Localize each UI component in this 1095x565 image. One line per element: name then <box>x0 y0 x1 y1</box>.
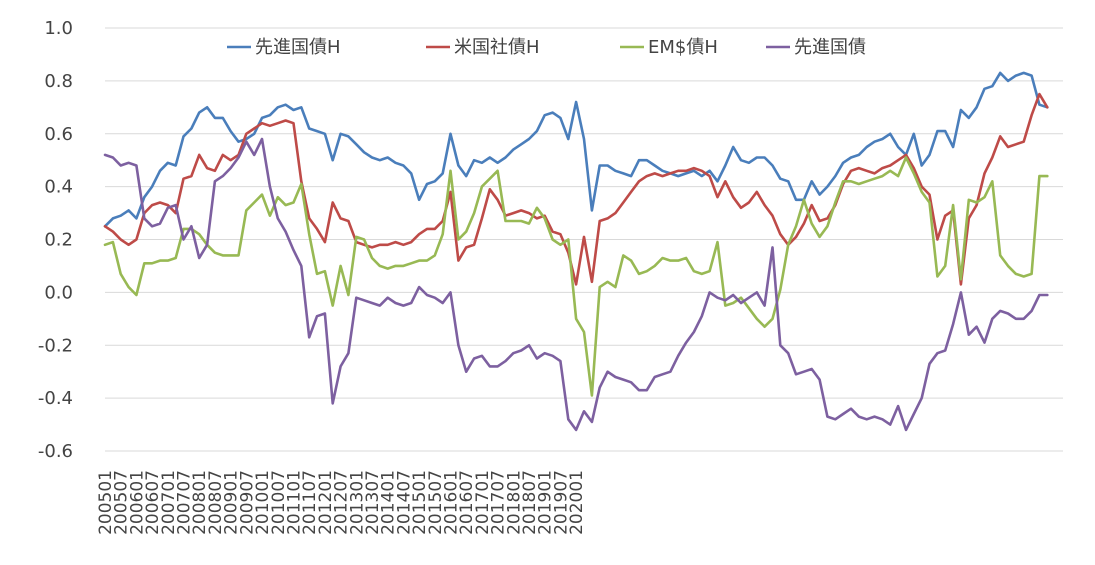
y-tick-label: 0.8 <box>44 71 73 92</box>
x-tick-label: 201701 <box>473 470 493 535</box>
y-tick-label: -0.6 <box>38 441 73 462</box>
legend-label-2: 米国社債H <box>454 37 540 58</box>
x-tick-label: 200801 <box>190 470 210 535</box>
x-tick-label: 201107 <box>300 470 320 535</box>
y-tick-label: 0.2 <box>44 230 73 251</box>
x-tick-label: 201407 <box>394 470 414 535</box>
x-tick-label: 200507 <box>112 470 132 535</box>
x-tick-label: 200707 <box>175 470 195 535</box>
y-tick-label: -0.2 <box>38 335 73 356</box>
x-tick-label: 201501 <box>410 470 430 535</box>
x-tick-label: 201801 <box>504 470 524 535</box>
x-tick-label: 202001 <box>567 470 587 535</box>
x-tick-label: 201707 <box>489 470 509 535</box>
x-tick-label: 200901 <box>222 470 242 535</box>
x-tick-label: 201307 <box>363 470 383 535</box>
x-tick-label: 201507 <box>426 470 446 535</box>
y-axis-tick-labels: -0.6 -0.4 -0.2 0.0 0.2 0.4 0.6 0.8 1.0 <box>38 18 73 462</box>
x-tick-label: 201601 <box>442 470 462 535</box>
legend: 先進国債H 米国社債H EM$債H 先進国債 <box>227 37 866 58</box>
x-tick-label: 200601 <box>127 470 147 535</box>
y-tick-label: 0.6 <box>44 124 73 145</box>
x-tick-label: 201007 <box>269 470 289 535</box>
x-tick-label: 201301 <box>347 470 367 535</box>
x-tick-label: 200701 <box>159 470 179 535</box>
x-tick-label: 201807 <box>520 470 540 535</box>
x-tick-label: 201101 <box>284 470 304 535</box>
x-tick-label: 200501 <box>96 470 116 535</box>
legend-label-1: 先進国債H <box>255 37 341 58</box>
x-tick-label: 201907 <box>551 470 571 535</box>
x-tick-label: 201401 <box>379 470 399 535</box>
x-tick-label: 200907 <box>237 470 257 535</box>
series-line-2 <box>103 92 1049 286</box>
y-tick-label: 1.0 <box>44 18 73 39</box>
x-axis-tick-labels: 2005012005072006012006072007012007072008… <box>96 470 587 535</box>
series-line-4 <box>103 137 1049 432</box>
series-lines <box>103 71 1049 432</box>
x-tick-label: 200807 <box>206 470 226 535</box>
x-tick-label: 201201 <box>316 470 336 535</box>
y-tick-label: 0.4 <box>44 177 73 198</box>
y-tick-label: -0.4 <box>38 388 73 409</box>
series-line-1 <box>103 71 1049 228</box>
series-line-3 <box>103 156 1049 397</box>
legend-label-4: 先進国債 <box>794 37 866 58</box>
x-tick-label: 201901 <box>536 470 556 535</box>
x-tick-label: 200607 <box>143 470 163 535</box>
x-tick-label: 201001 <box>253 470 273 535</box>
legend-label-3: EM$債H <box>648 37 718 58</box>
x-tick-label: 201607 <box>457 470 477 535</box>
y-tick-label: 0.0 <box>44 282 73 303</box>
x-tick-label: 201207 <box>332 470 352 535</box>
